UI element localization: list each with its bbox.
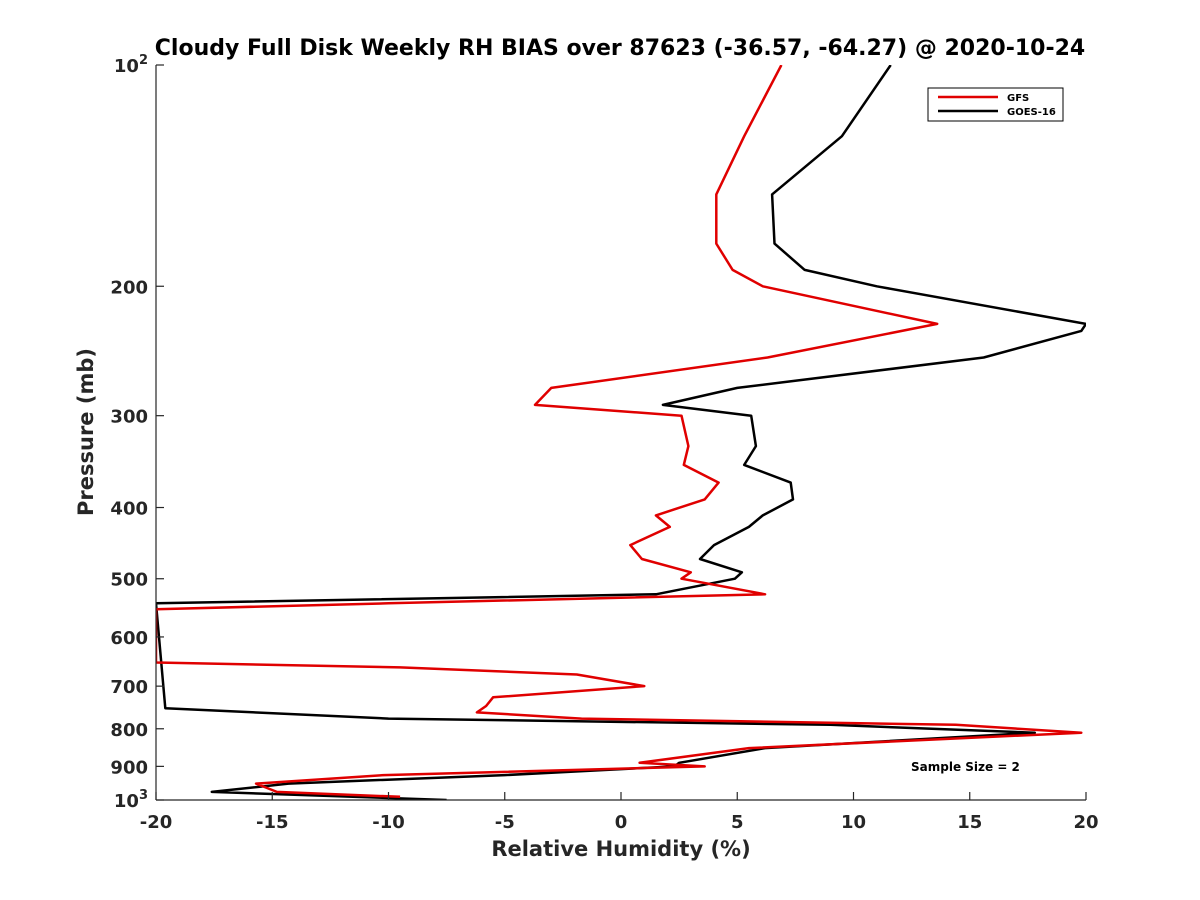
x-tick-label: 10 (841, 812, 866, 833)
y-tick-label: 400 (110, 499, 148, 520)
legend: GFS GOES-16 (927, 87, 1064, 122)
x-tick-label: 5 (731, 812, 744, 833)
y-tick-label: 102 (114, 53, 148, 77)
x-tick-label: -10 (372, 812, 405, 833)
sample-size-annotation: Sample Size = 2 (911, 760, 1020, 774)
x-tick-label: 15 (957, 812, 982, 833)
x-tick-label: -5 (495, 812, 515, 833)
legend-label-goes-16: GOES-16 (1007, 107, 1056, 118)
chart-title: Cloudy Full Disk Weekly RH BIAS over 876… (155, 36, 1085, 61)
y-tick-label: 800 (110, 720, 148, 741)
y-axis-label: Pressure (mb) (74, 348, 98, 516)
y-tick-label: 600 (110, 628, 148, 649)
series-layer (156, 65, 1086, 800)
y-tick-label: 300 (110, 407, 148, 428)
y-tick-label: 200 (110, 277, 148, 298)
y-tick-label: 500 (110, 570, 148, 591)
y-tick-label: 103 (114, 788, 148, 812)
x-axis-label: Relative Humidity (%) (491, 837, 750, 861)
legend-box (927, 87, 1064, 122)
y-tick-label: 900 (110, 757, 148, 778)
x-tick-label: 20 (1073, 812, 1098, 833)
series-line-goes-16 (156, 65, 1086, 800)
y-tick-group: 102 200 300 400 500 600 700 800 900 103 (110, 53, 164, 812)
x-tick-group: -20 -15 -10 -5 0 5 10 15 20 (140, 792, 1099, 833)
y-tick-label: 700 (110, 677, 148, 698)
series-line-gfs (156, 65, 1083, 799)
x-tick-label: -20 (140, 812, 173, 833)
legend-label-gfs: GFS (1007, 93, 1029, 104)
x-tick-label: 0 (615, 812, 628, 833)
x-tick-label: -15 (256, 812, 289, 833)
